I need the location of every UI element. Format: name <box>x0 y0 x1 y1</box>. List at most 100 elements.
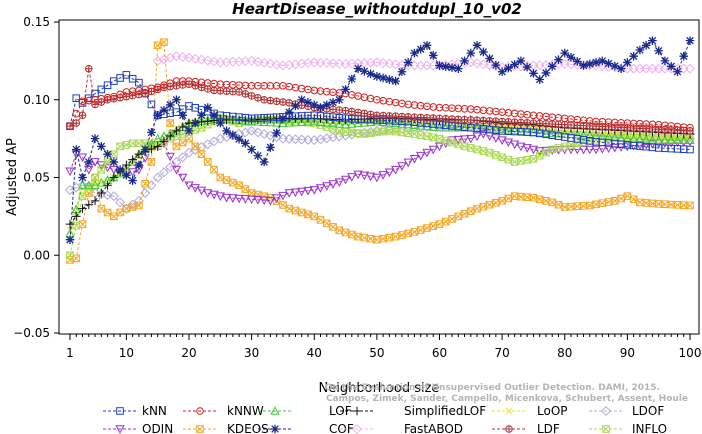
marker-cross <box>467 144 475 152</box>
marker-star <box>666 62 676 71</box>
marker-plus <box>254 94 262 102</box>
marker-triangle <box>115 425 125 434</box>
x-tick-label: 40 <box>307 346 322 360</box>
marker-triangle <box>309 116 319 126</box>
marker-triangle <box>328 118 338 128</box>
marker-plus <box>165 131 175 141</box>
marker-star <box>610 61 620 71</box>
marker-star <box>172 95 181 105</box>
marker-cross <box>354 129 362 137</box>
marker-cross <box>504 155 513 164</box>
marker-star <box>209 111 219 120</box>
marker-diamond <box>566 59 577 70</box>
marker-triangle <box>503 125 514 134</box>
marker-triangle <box>365 117 376 126</box>
marker-cross <box>655 200 663 208</box>
marker-triangle <box>472 132 482 142</box>
marker-star <box>535 75 544 84</box>
marker-triangle <box>535 127 545 137</box>
marker-star <box>416 44 426 54</box>
marker-star <box>598 56 607 66</box>
marker-plus <box>279 98 287 106</box>
marker-cross <box>135 139 143 147</box>
legend-item-KDEOS: KDEOS <box>183 422 269 434</box>
marker-plus <box>480 117 487 124</box>
marker-triangle <box>334 178 344 188</box>
series-kNNW <box>66 77 694 132</box>
marker-diamond <box>246 55 257 66</box>
y-axis: −0.05 0.00 0.05 0.10 0.15 <box>13 15 59 340</box>
marker-star <box>159 105 169 115</box>
marker-plus <box>367 111 374 118</box>
marker-plus <box>617 124 625 131</box>
marker-plus <box>636 125 644 132</box>
marker-square <box>166 119 175 127</box>
marker-triangle <box>585 130 595 140</box>
marker-cross <box>448 215 456 223</box>
marker-plus <box>429 114 437 122</box>
marker-cross <box>398 128 406 137</box>
marker-diamond <box>472 58 483 69</box>
marker-star <box>485 54 494 63</box>
marker-triangle <box>654 135 664 144</box>
marker-cross <box>260 192 268 200</box>
marker-star <box>278 114 288 123</box>
marker-triangle <box>547 146 557 156</box>
marker-triangle <box>535 147 545 156</box>
marker-plus <box>191 82 199 90</box>
marker-cross <box>442 136 450 145</box>
marker-diamond <box>183 52 194 63</box>
marker-diamond <box>196 54 207 65</box>
marker-triangle <box>297 117 307 126</box>
marker-plus <box>386 112 393 120</box>
marker-square <box>235 181 243 190</box>
marker-cross <box>435 220 444 228</box>
marker-triangle <box>422 148 432 158</box>
marker-star <box>97 142 106 151</box>
marker-star <box>673 67 682 77</box>
marker-triangle <box>622 142 633 152</box>
marker-diamond <box>284 133 295 144</box>
marker-star <box>328 98 338 107</box>
x-tick-label: 90 <box>620 346 635 360</box>
legend-item-LOF: LOF <box>258 404 352 418</box>
marker-plus <box>548 120 556 128</box>
marker-diamond <box>600 405 612 417</box>
marker-triangle <box>190 184 200 193</box>
marker-star <box>122 170 131 180</box>
marker-plus <box>352 406 362 416</box>
marker-triangle <box>353 170 363 180</box>
marker-triangle <box>416 151 426 161</box>
marker-diamond <box>265 58 276 69</box>
marker-square <box>122 71 131 79</box>
marker-plus <box>492 117 500 125</box>
marker-diamond <box>315 57 326 68</box>
marker-cross <box>617 194 625 203</box>
marker-cross <box>348 230 356 239</box>
marker-cross <box>216 173 224 182</box>
marker-star <box>497 67 507 77</box>
marker-cross <box>542 148 550 157</box>
marker-cross <box>128 139 137 147</box>
marker-cross <box>579 138 588 146</box>
marker-diamond <box>684 63 696 74</box>
marker-diamond <box>190 53 201 64</box>
marker-plus <box>436 115 443 122</box>
marker-cross <box>623 192 632 200</box>
x-tick-label: 80 <box>557 346 572 360</box>
marker-cross <box>686 201 694 210</box>
marker-star <box>322 100 332 110</box>
marker-plus <box>404 113 412 121</box>
marker-square <box>172 142 181 151</box>
marker-x <box>505 407 513 415</box>
marker-triangle <box>322 117 332 127</box>
marker-star <box>184 126 194 136</box>
legend-label: FastABOD <box>404 422 463 434</box>
marker-star <box>641 41 651 50</box>
marker-plus <box>122 160 131 170</box>
marker-triangle <box>196 186 207 196</box>
marker-circle <box>686 123 694 132</box>
marker-cross <box>460 210 469 218</box>
marker-cross <box>341 228 350 237</box>
marker-diamond <box>202 55 213 66</box>
